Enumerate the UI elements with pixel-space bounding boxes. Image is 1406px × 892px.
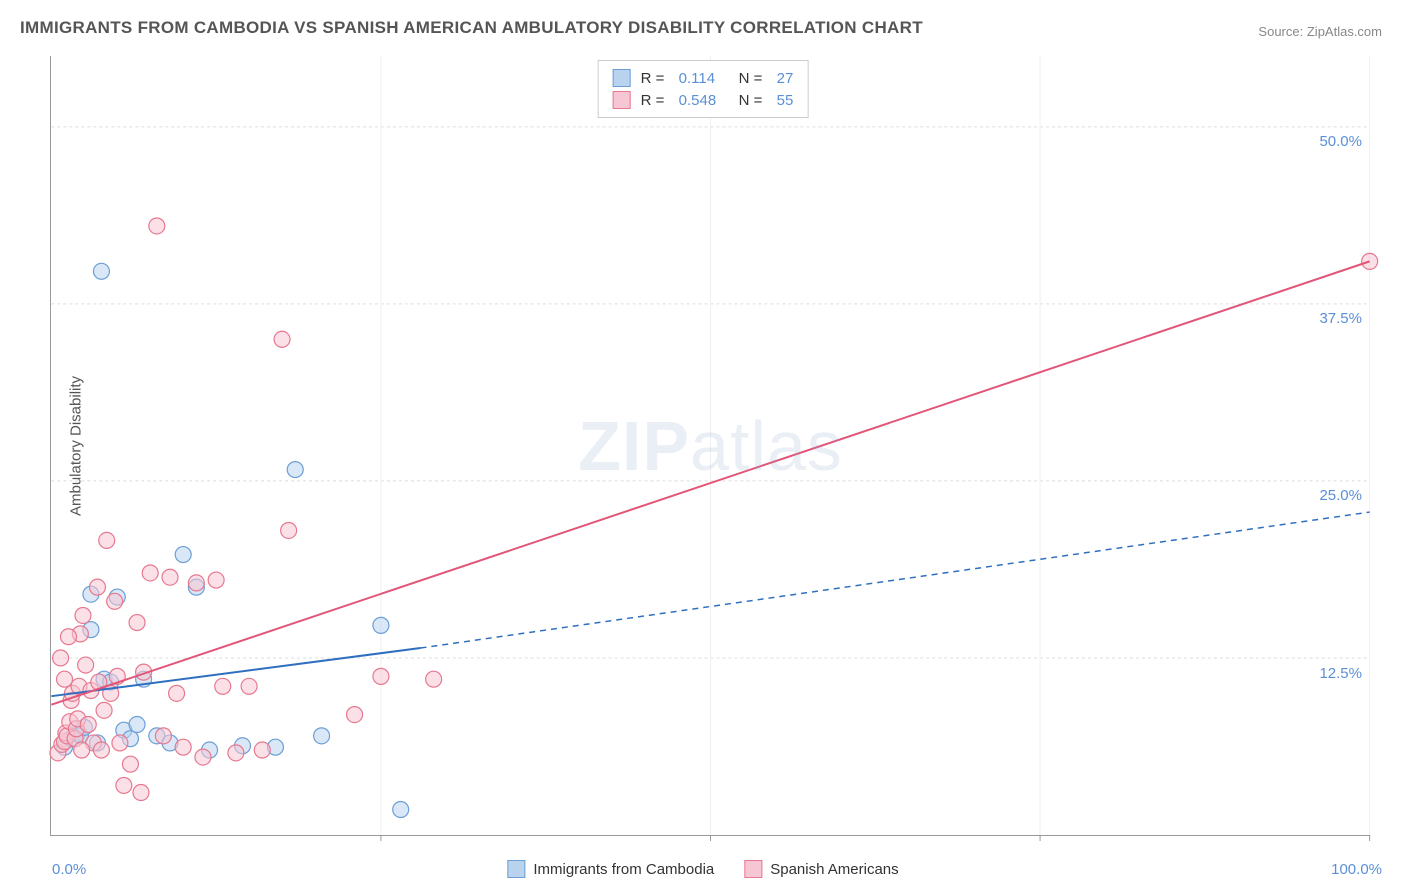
- legend-swatch-icon: [744, 860, 762, 878]
- series-legend-label: Immigrants from Cambodia: [533, 861, 714, 878]
- n-value: 55: [777, 92, 794, 109]
- series-legend-item: Immigrants from Cambodia: [507, 860, 714, 878]
- r-value: 0.114: [679, 70, 729, 87]
- scatter-point: [254, 742, 270, 758]
- scatter-point: [287, 462, 303, 478]
- scatter-point: [188, 575, 204, 591]
- scatter-point: [195, 749, 211, 765]
- correlation-legend: R = 0.114 N = 27 R = 0.548 N = 55: [598, 60, 809, 118]
- scatter-point: [129, 615, 145, 631]
- scatter-point: [75, 607, 91, 623]
- scatter-point: [78, 657, 94, 673]
- scatter-point: [426, 671, 442, 687]
- scatter-point: [373, 617, 389, 633]
- y-tick-label: 37.5%: [1319, 310, 1362, 327]
- scatter-point: [169, 685, 185, 701]
- scatter-point: [373, 668, 389, 684]
- r-label: R =: [641, 92, 669, 109]
- scatter-point: [241, 678, 257, 694]
- correlation-legend-row: R = 0.548 N = 55: [613, 89, 794, 111]
- y-tick-label: 50.0%: [1319, 133, 1362, 150]
- scatter-point: [122, 756, 138, 772]
- chart-svg: [51, 56, 1370, 835]
- scatter-point: [393, 802, 409, 818]
- scatter-point: [57, 671, 73, 687]
- correlation-legend-row: R = 0.114 N = 27: [613, 67, 794, 89]
- source-attribution: Source: ZipAtlas.com: [1258, 24, 1382, 39]
- scatter-point: [93, 263, 109, 279]
- r-value: 0.548: [679, 92, 729, 109]
- scatter-point: [155, 728, 171, 744]
- x-axis-max-label: 100.0%: [1331, 861, 1382, 878]
- scatter-point: [99, 532, 115, 548]
- series-legend: Immigrants from Cambodia Spanish American…: [507, 860, 898, 878]
- legend-swatch-icon: [507, 860, 525, 878]
- n-label: N =: [739, 70, 767, 87]
- y-tick-label: 12.5%: [1319, 665, 1362, 682]
- source-link[interactable]: ZipAtlas.com: [1307, 24, 1382, 39]
- scatter-point: [142, 565, 158, 581]
- scatter-point: [60, 629, 76, 645]
- scatter-point: [129, 717, 145, 733]
- series-legend-label: Spanish Americans: [770, 861, 898, 878]
- scatter-point: [96, 702, 112, 718]
- scatter-point: [149, 218, 165, 234]
- scatter-point: [74, 742, 90, 758]
- scatter-point: [116, 777, 132, 793]
- scatter-point: [228, 745, 244, 761]
- n-label: N =: [739, 92, 767, 109]
- scatter-point: [162, 569, 178, 585]
- scatter-point: [215, 678, 231, 694]
- scatter-point: [93, 742, 109, 758]
- scatter-point: [208, 572, 224, 588]
- scatter-point: [347, 707, 363, 723]
- chart-container: IMMIGRANTS FROM CAMBODIA VS SPANISH AMER…: [0, 0, 1406, 892]
- scatter-point: [314, 728, 330, 744]
- legend-swatch-icon: [613, 69, 631, 87]
- scatter-point: [175, 547, 191, 563]
- r-label: R =: [641, 70, 669, 87]
- scatter-point: [281, 522, 297, 538]
- scatter-point: [112, 735, 128, 751]
- x-axis-min-label: 0.0%: [52, 861, 86, 878]
- scatter-point: [175, 739, 191, 755]
- n-value: 27: [777, 70, 794, 87]
- series-legend-item: Spanish Americans: [744, 860, 898, 878]
- scatter-point: [133, 785, 149, 801]
- legend-swatch-icon: [613, 91, 631, 109]
- chart-title: IMMIGRANTS FROM CAMBODIA VS SPANISH AMER…: [20, 18, 923, 38]
- scatter-point: [80, 717, 96, 733]
- scatter-point: [53, 650, 69, 666]
- scatter-point: [89, 579, 105, 595]
- y-tick-label: 25.0%: [1319, 487, 1362, 504]
- scatter-point: [274, 331, 290, 347]
- scatter-point: [107, 593, 123, 609]
- source-label: Source:: [1258, 24, 1303, 39]
- plot-area: ZIPatlas 12.5%25.0%37.5%50.0%: [50, 56, 1370, 836]
